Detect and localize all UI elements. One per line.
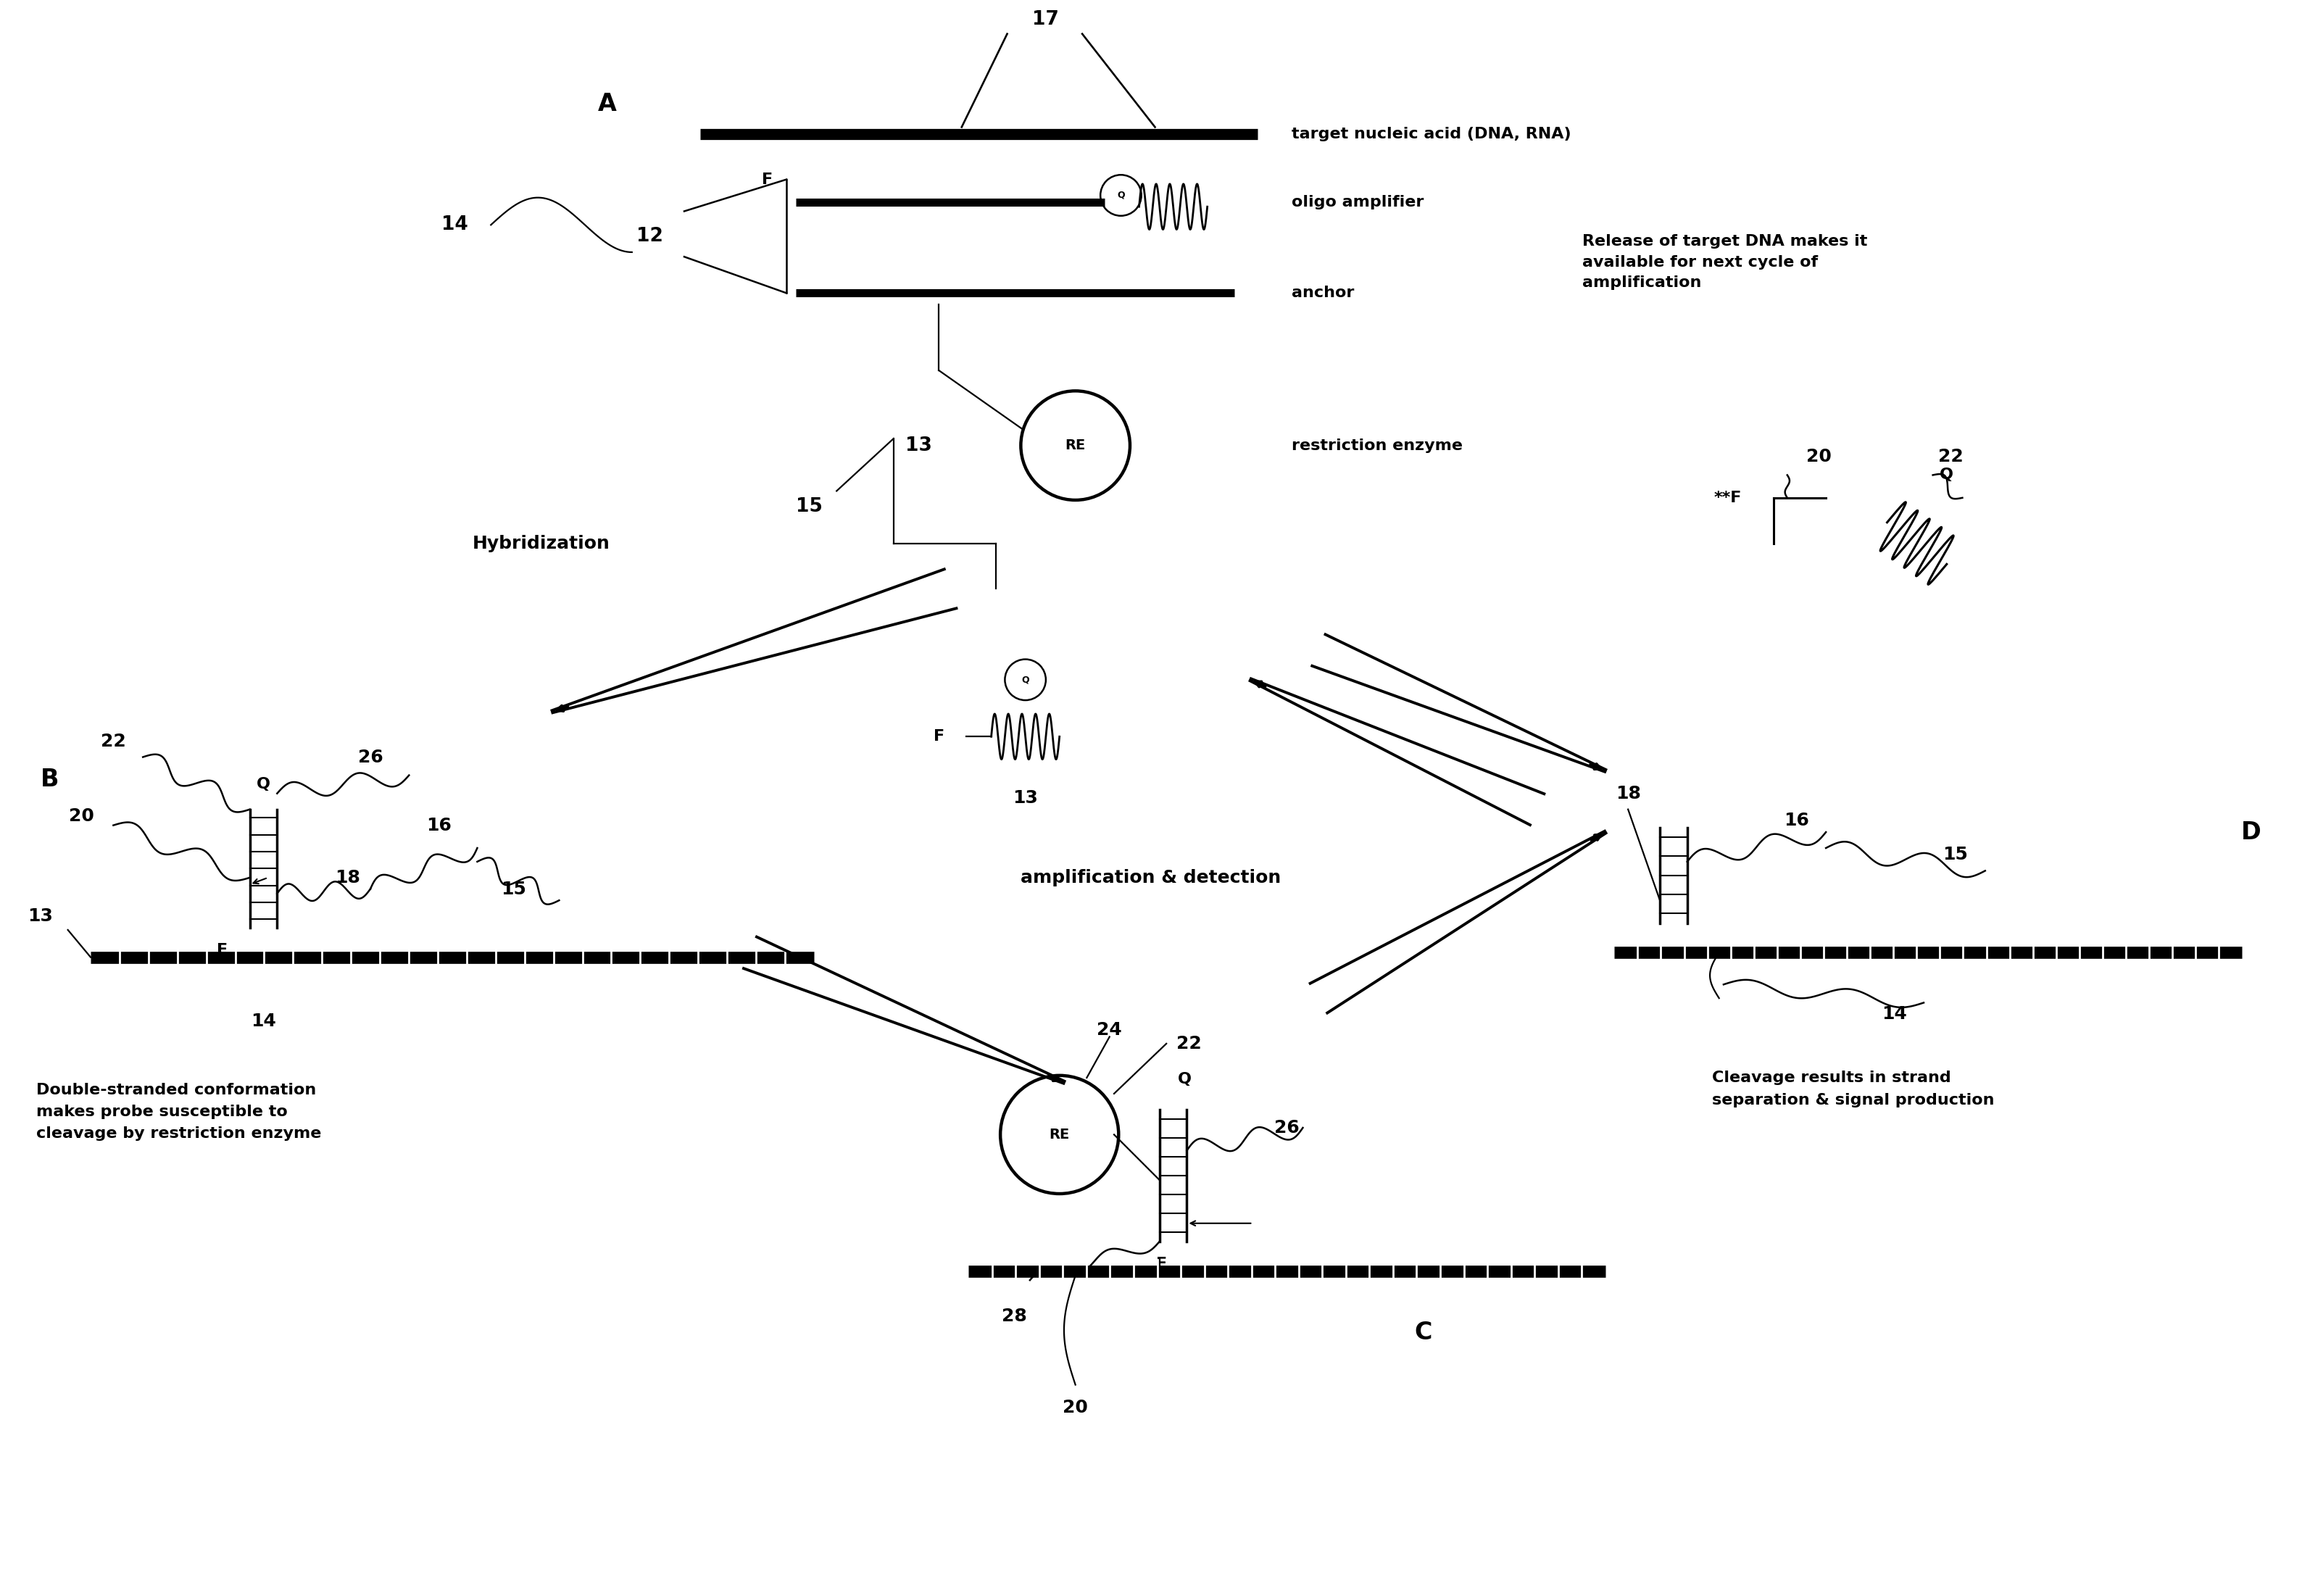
Text: F: F: [1157, 1258, 1167, 1272]
Text: restriction enzyme: restriction enzyme: [1291, 439, 1462, 453]
Text: 15: 15: [501, 881, 527, 897]
Text: Hybridization: Hybridization: [474, 535, 610, 552]
Text: Q: Q: [256, 777, 270, 792]
Text: 24: 24: [1097, 1021, 1123, 1039]
Text: 13: 13: [28, 908, 53, 926]
Text: oligo amplifier: oligo amplifier: [1291, 195, 1423, 209]
Text: 16: 16: [1783, 812, 1809, 830]
Text: F: F: [217, 943, 229, 958]
Text: Q: Q: [1178, 1073, 1192, 1087]
Text: target nucleic acid (DNA, RNA): target nucleic acid (DNA, RNA): [1291, 126, 1571, 140]
Text: B: B: [42, 768, 60, 792]
Text: 14: 14: [1883, 1005, 1906, 1023]
Text: 13: 13: [1012, 790, 1037, 806]
Text: 20: 20: [1063, 1398, 1088, 1416]
Text: Double-stranded conformation
makes probe susceptible to
cleavage by restriction : Double-stranded conformation makes probe…: [37, 1082, 321, 1141]
Text: 14: 14: [441, 215, 469, 235]
Text: Q: Q: [1118, 190, 1125, 200]
Text: Release of target DNA makes it
available for next cycle of
amplification: Release of target DNA makes it available…: [1582, 235, 1869, 290]
Text: 20: 20: [1806, 448, 1832, 466]
Text: 26: 26: [358, 749, 383, 766]
Text: 26: 26: [1275, 1119, 1301, 1136]
Text: RE: RE: [1065, 439, 1086, 452]
Text: 18: 18: [1615, 785, 1640, 803]
Text: RE: RE: [1049, 1128, 1070, 1141]
Text: 15: 15: [797, 498, 822, 517]
Text: 18: 18: [335, 868, 360, 886]
Text: 13: 13: [906, 436, 933, 455]
Text: Q: Q: [1940, 468, 1954, 482]
Text: C: C: [1414, 1320, 1432, 1344]
Text: 28: 28: [1003, 1307, 1026, 1325]
Text: Q: Q: [1021, 675, 1030, 685]
Text: anchor: anchor: [1291, 286, 1354, 300]
Text: D: D: [2241, 820, 2261, 844]
Text: 20: 20: [69, 808, 95, 825]
Text: 12: 12: [638, 227, 663, 246]
Text: 15: 15: [1943, 846, 1968, 863]
Text: F: F: [933, 729, 945, 744]
Text: A: A: [598, 93, 617, 117]
Text: F: F: [762, 172, 774, 187]
Text: 14: 14: [252, 1012, 277, 1029]
Text: 16: 16: [425, 817, 450, 835]
Text: **F: **F: [1714, 490, 1742, 504]
Text: Cleavage results in strand
separation & signal production: Cleavage results in strand separation & …: [1712, 1071, 1994, 1108]
Text: 22: 22: [102, 733, 127, 750]
Text: 17: 17: [1033, 11, 1060, 29]
Text: amplification & detection: amplification & detection: [1021, 868, 1280, 886]
Text: 22: 22: [1176, 1034, 1201, 1052]
Text: 22: 22: [1938, 448, 1964, 466]
